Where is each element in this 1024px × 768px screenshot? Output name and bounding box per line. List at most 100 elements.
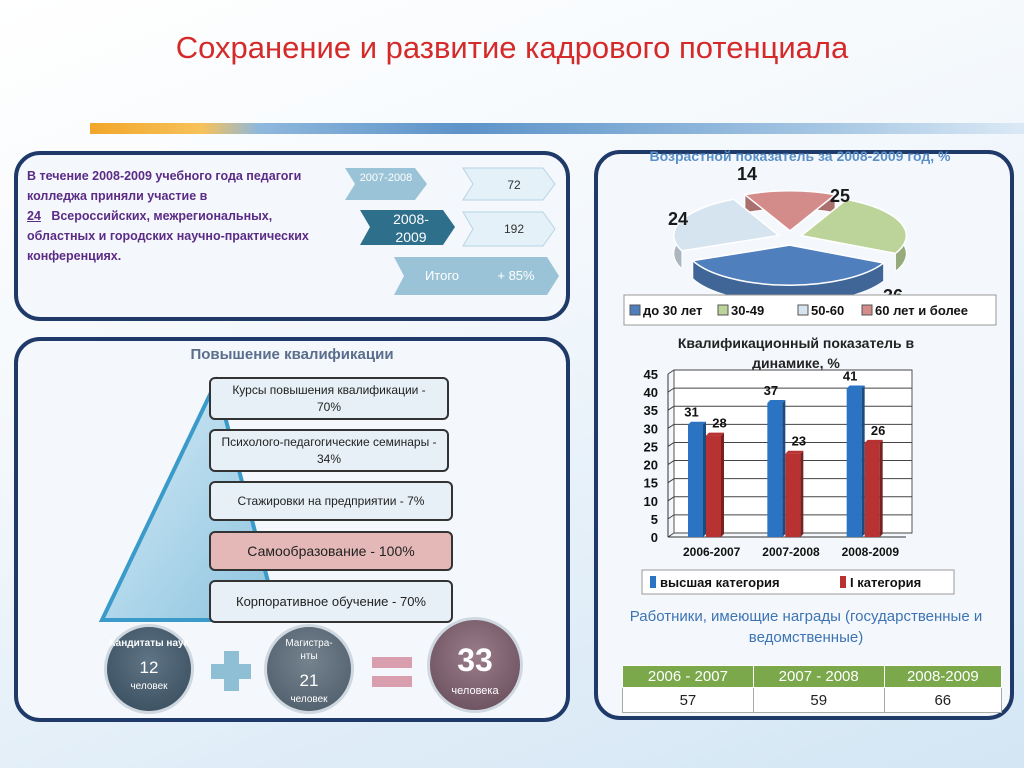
pie-slice bbox=[743, 190, 837, 232]
candidates-label: Кандитаты наук bbox=[109, 638, 189, 649]
year2-value: 192 bbox=[503, 222, 525, 236]
bar-gridline-diag bbox=[667, 423, 675, 429]
total-value: + 85% bbox=[497, 268, 535, 283]
bar-ytick-label: 5 bbox=[651, 512, 658, 527]
masters-unit: человек bbox=[290, 694, 328, 705]
masters-circle: Магистра-нты 21 человек bbox=[264, 624, 354, 714]
year1-value-arrow bbox=[462, 167, 556, 201]
awards-header: 2007 - 2008 bbox=[752, 665, 885, 688]
bar-ytick-label: 45 bbox=[644, 367, 658, 382]
conferences-intro: В течение 2008-2009 учебного года педаго… bbox=[27, 169, 302, 203]
bar-value-label: 37 bbox=[764, 383, 778, 398]
year2-arrow bbox=[360, 210, 455, 245]
bar-ytick-label: 0 bbox=[651, 530, 658, 545]
bar-ytick-label: 25 bbox=[644, 439, 658, 454]
awards-header-row: 2006 - 2007 2007 - 2008 2008-2009 bbox=[622, 665, 1003, 688]
pie-legend-swatch bbox=[629, 304, 641, 316]
masters-value: 21 bbox=[299, 671, 319, 690]
bar bbox=[688, 424, 703, 537]
total-label: Итого bbox=[424, 268, 460, 283]
awards-value: 59 bbox=[752, 687, 885, 713]
bar-gridline-diag bbox=[667, 405, 675, 411]
pie-slice bbox=[691, 244, 886, 286]
bar-gridline-diag bbox=[667, 442, 675, 447]
bar-ytick-label: 30 bbox=[644, 421, 658, 436]
bar-gridline-diag bbox=[667, 387, 675, 393]
age-pie-chart: Возрастной показатель за 2008-2009 год, … bbox=[623, 148, 997, 326]
equals-icon bbox=[372, 657, 412, 668]
bar-legend-swatch bbox=[840, 576, 846, 588]
bar-legend-label: I категория bbox=[850, 575, 921, 590]
bar-side bbox=[782, 399, 786, 537]
awards-value: 57 bbox=[622, 687, 754, 713]
bar-side bbox=[703, 421, 706, 537]
year1-value: 72 bbox=[507, 178, 521, 192]
bar-top bbox=[688, 421, 706, 425]
total-value-arrow bbox=[463, 257, 559, 295]
bar-title-line2: динамике, % bbox=[752, 355, 840, 371]
year1-arrow bbox=[345, 168, 427, 200]
pie-legend-label: до 30 лет bbox=[643, 303, 702, 318]
total-circle: 33 человека bbox=[427, 617, 523, 713]
bar-gridline-diag bbox=[667, 460, 675, 465]
candidates-unit: человек bbox=[130, 681, 168, 692]
awards-value-row: 57 59 66 bbox=[622, 687, 1003, 713]
bar-side bbox=[879, 439, 883, 537]
qualification-item-internships: Стажировки на предприятии - 7% bbox=[209, 481, 453, 521]
page-title: Сохранение и развитие кадрового потенциа… bbox=[175, 30, 849, 65]
bar bbox=[846, 388, 862, 537]
bar-gridline-diag bbox=[667, 514, 675, 520]
awards-header: 2006 - 2007 bbox=[622, 665, 754, 688]
bar-top bbox=[706, 432, 724, 436]
masters-label: Магистра-нты bbox=[285, 638, 333, 662]
bar-top bbox=[767, 399, 786, 403]
bar-legend-label: высшая категория bbox=[660, 575, 780, 590]
bar-value-label: 41 bbox=[843, 368, 857, 383]
awards-title: Работники, имеющие награды (государствен… bbox=[629, 608, 983, 646]
total-arrow bbox=[394, 257, 477, 295]
awards-header: 2008-2009 bbox=[883, 665, 1003, 688]
bar-ytick-label: 40 bbox=[644, 385, 658, 400]
bar-gridline-diag bbox=[667, 478, 675, 484]
qualification-item-courses: Курсы повышения квалификации - 70% bbox=[209, 377, 449, 420]
bar-ytick-label: 10 bbox=[644, 494, 658, 509]
pie-legend-swatch bbox=[797, 304, 809, 316]
equals-icon-lower bbox=[372, 676, 412, 687]
bar-gridline-diag bbox=[667, 532, 675, 538]
bar-xtick-label: 2007-2008 bbox=[762, 545, 820, 559]
year1-label: 2007-2008 bbox=[359, 172, 413, 184]
pie-legend-swatch bbox=[717, 304, 729, 316]
year2-value-arrow bbox=[462, 211, 556, 247]
awards-value: 66 bbox=[883, 687, 1003, 713]
bar-ytick-label: 15 bbox=[644, 476, 658, 491]
bar-xtick-label: 2008-2009 bbox=[842, 545, 900, 559]
bar-side bbox=[800, 450, 804, 537]
bar-top bbox=[846, 385, 865, 389]
bar-side bbox=[721, 432, 724, 537]
bar-xtick-label: 2006-2007 bbox=[683, 545, 741, 559]
bar-legend-box bbox=[641, 569, 955, 595]
bar bbox=[864, 442, 880, 537]
pie-legend-label: 60 лет и более bbox=[875, 303, 968, 318]
candidates-circle: Кандитаты наук 12 человек bbox=[104, 624, 194, 714]
conferences-arrows bbox=[345, 167, 559, 295]
bar-top bbox=[785, 450, 804, 454]
total-degrees-value: 33 bbox=[457, 642, 493, 678]
qualification-item-seminars: Психолого-педагогические семинары - 34% bbox=[209, 429, 449, 472]
pie-value-label: 24 bbox=[668, 209, 688, 229]
pie-slice bbox=[799, 198, 908, 255]
bar-value-label: 31 bbox=[684, 405, 698, 420]
qualification-title: Повышение квалификации bbox=[190, 346, 394, 363]
bar-title: Квалификационный показатель в bbox=[678, 335, 915, 351]
qualification-item-corporate: Корпоративное обучение - 70% bbox=[209, 580, 453, 623]
conferences-text: В течение 2008-2009 учебного года педаго… bbox=[27, 166, 327, 266]
bar-value-label: 28 bbox=[712, 416, 726, 431]
pie-value-label: 14 bbox=[737, 164, 757, 184]
bar-ytick-label: 20 bbox=[644, 458, 658, 473]
header-divider bbox=[90, 123, 1024, 134]
bar bbox=[767, 402, 783, 537]
bar-top bbox=[864, 439, 883, 443]
bar-legend-swatch bbox=[650, 576, 656, 588]
pie-legend-swatch bbox=[861, 304, 873, 316]
candidates-value: 12 bbox=[139, 658, 159, 677]
